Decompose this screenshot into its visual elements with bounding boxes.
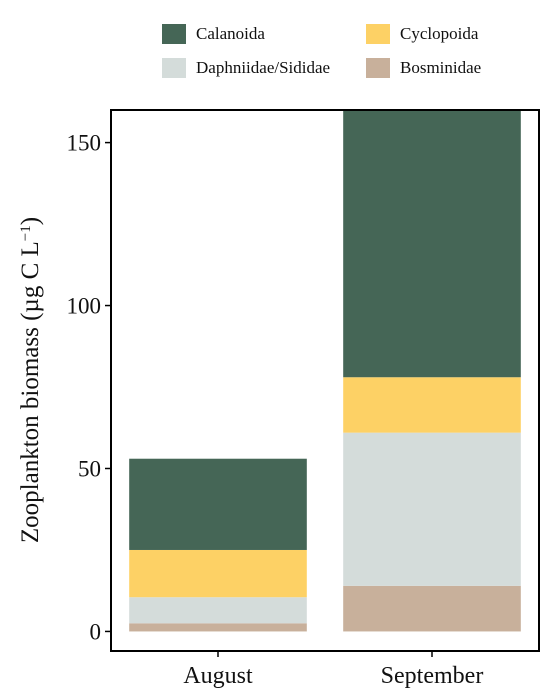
y-axis-title: Zooplankton biomass (µg C L−1) (17, 217, 44, 543)
bar-segment-august-bosminidae (129, 623, 307, 632)
y-tick-label-100: 100 (67, 294, 102, 319)
bar-segment-august-daphniidae-sididae (129, 597, 307, 624)
y-tick-label-50: 50 (78, 456, 101, 481)
legend-item-calanoida: Calanoida (162, 24, 265, 44)
legend-label-cyclopoida: Cyclopoida (400, 24, 479, 43)
legend-label-calanoida: Calanoida (196, 24, 265, 43)
bars-group (129, 110, 521, 632)
x-tick-label-september: September (381, 663, 484, 689)
bar-segment-august-cyclopoida (129, 549, 307, 598)
y-tick-label-0: 0 (90, 619, 102, 644)
legend-swatch-daphniidae-sididae (162, 58, 186, 78)
y-axis: 0 50 100 150 (67, 131, 111, 644)
y-tick-label-150: 150 (67, 131, 102, 156)
x-tick-label-august: August (183, 663, 253, 689)
legend-swatch-calanoida (162, 24, 186, 44)
legend-swatch-cyclopoida (366, 24, 390, 44)
bar-segment-september-cyclopoida (343, 377, 521, 433)
legend-swatch-bosminidae (366, 58, 390, 78)
legend-item-daphniidae-sididae: Daphniidae/Sididae (162, 58, 330, 78)
bar-segment-august-calanoida (129, 458, 307, 550)
legend-item-cyclopoida: Cyclopoida (366, 24, 478, 44)
x-axis: August September (183, 651, 483, 689)
bar-segment-september-bosminidae (343, 585, 521, 632)
legend-item-bosminidae: Bosminidae (366, 58, 481, 78)
legend-label-bosminidae: Bosminidae (400, 58, 482, 77)
legend-label-daphniidae-sididae: Daphniidae/Sididae (196, 58, 331, 77)
chart-legend: Calanoida Cyclopoida Daphniidae/Sididae … (0, 0, 550, 95)
bar-segment-september-calanoida (343, 110, 521, 378)
bar-segment-september-daphniidae-sididae (343, 432, 521, 586)
plot-frame (110, 109, 540, 652)
